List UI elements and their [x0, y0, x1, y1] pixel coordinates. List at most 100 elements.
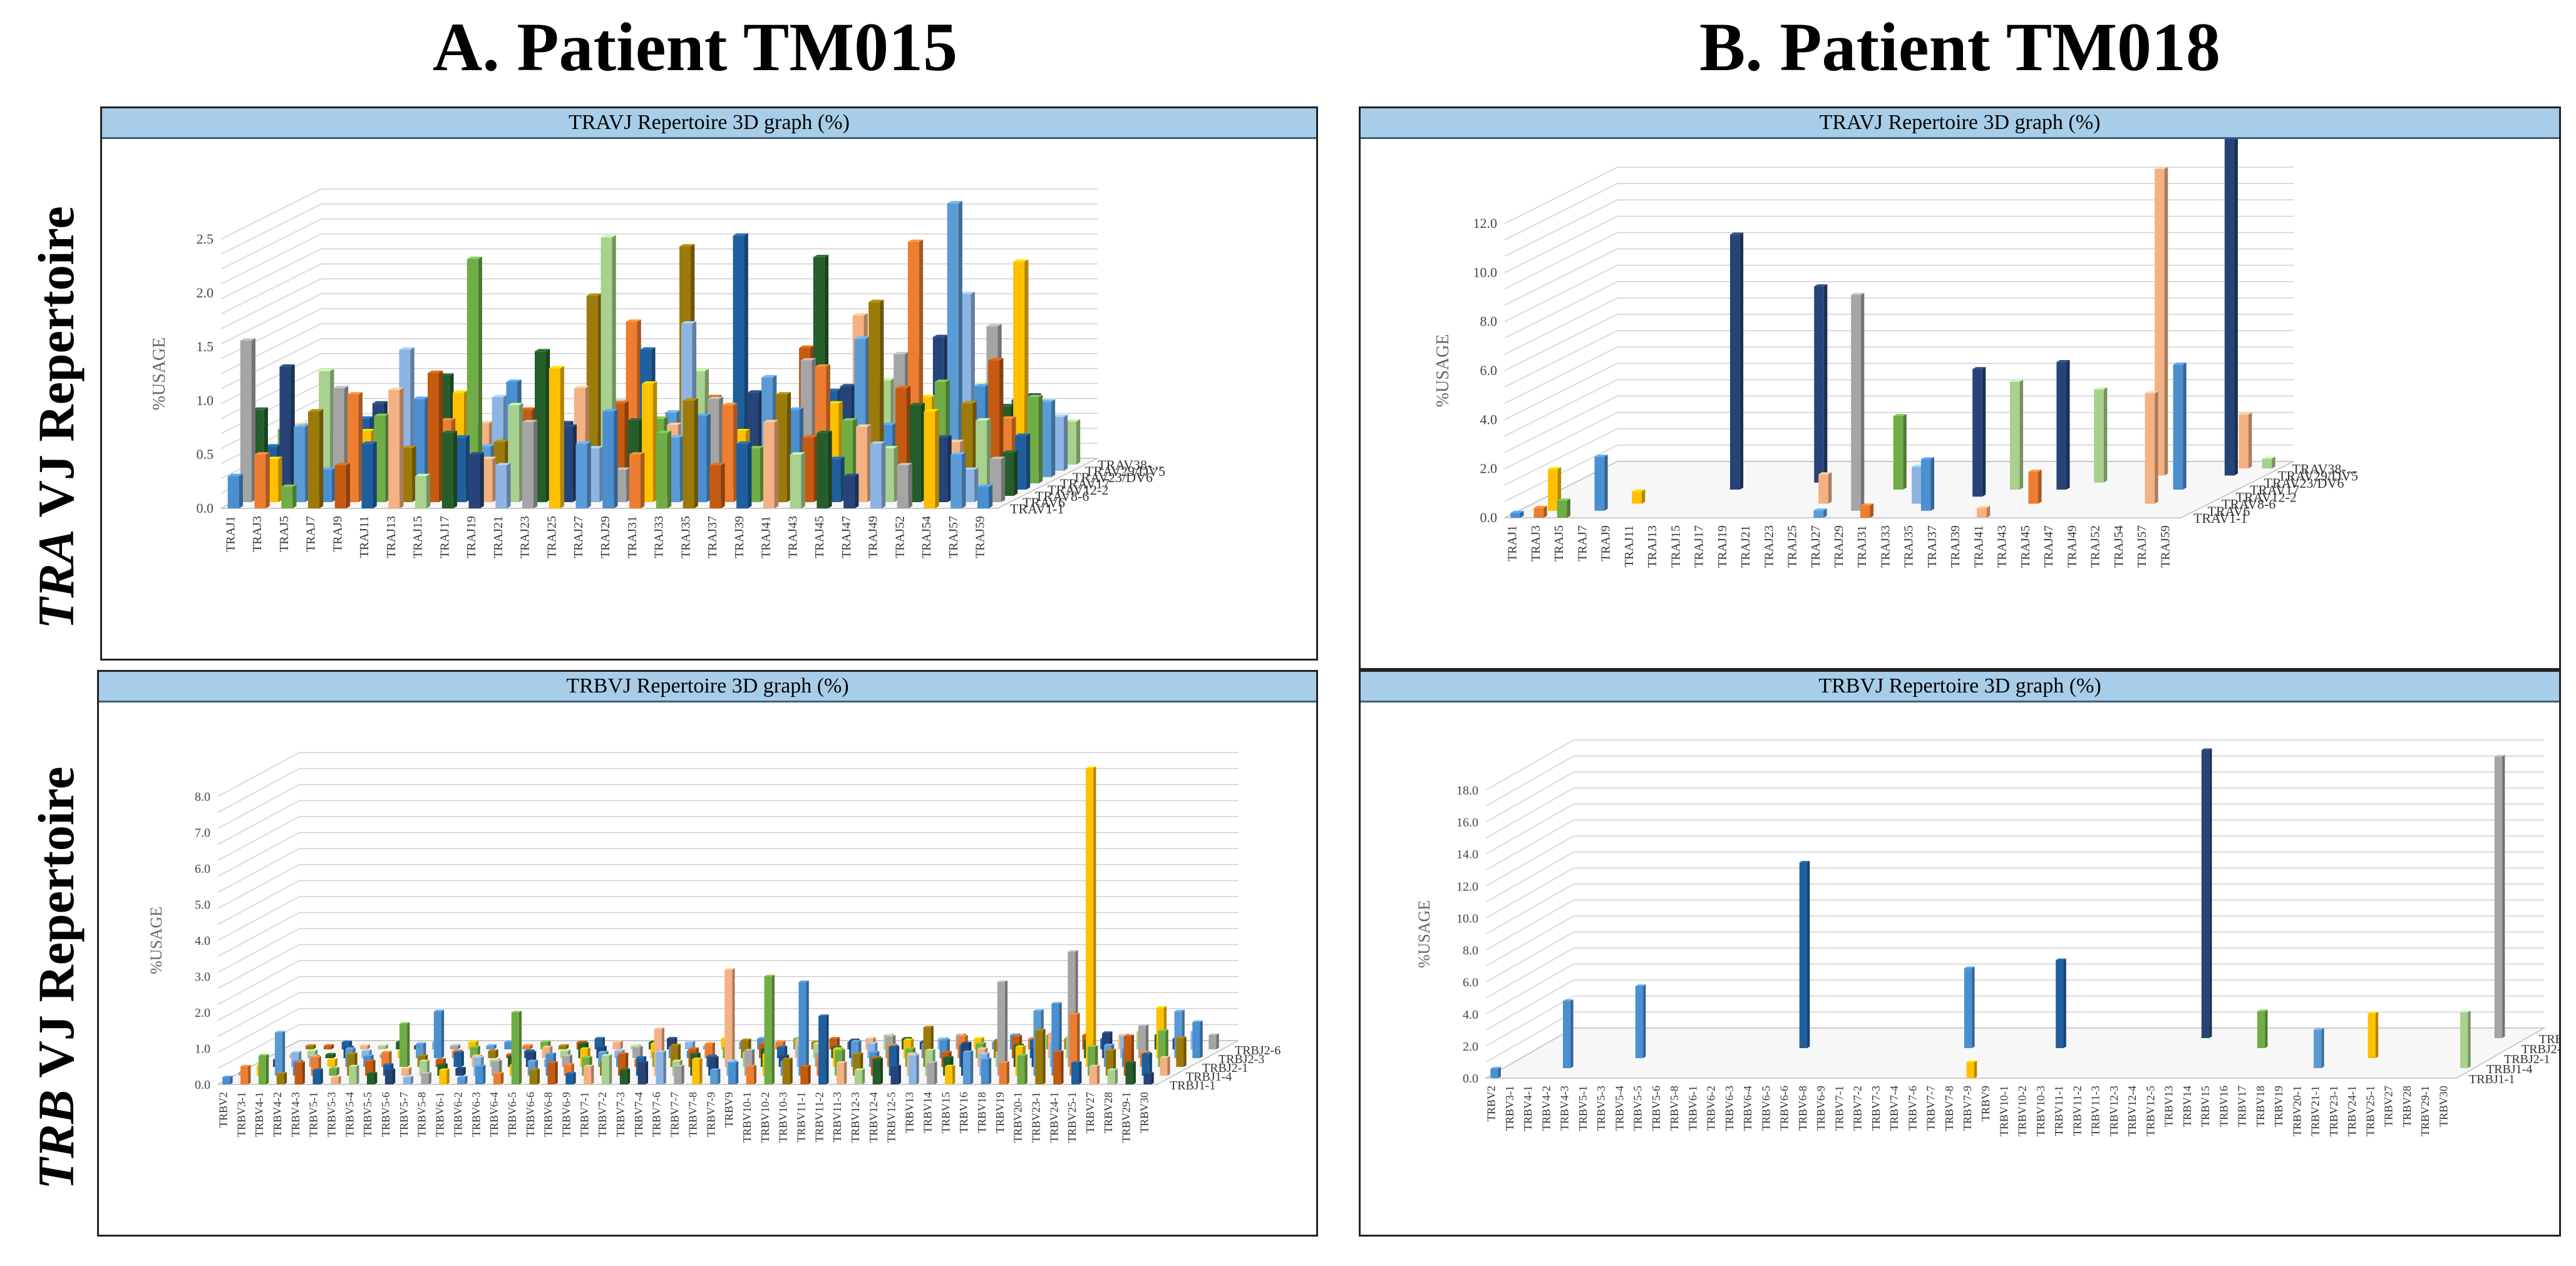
panel-tm018-tra: TRAVJ Repertoire 3D graph (%) 0.0 2.0 4.0 6… — [1359, 106, 2561, 670]
x-tick-label: TRBV7-4 — [632, 1092, 645, 1137]
bar-front — [1799, 862, 1808, 1048]
bar-front — [320, 470, 332, 502]
bar — [668, 435, 684, 502]
bar-top — [688, 1047, 699, 1049]
bar-top — [615, 467, 631, 470]
bar-side — [898, 1064, 901, 1084]
bar-front — [294, 426, 306, 502]
panel-tm018-trb: TRBVJ Repertoire 3D graph (%) 0.0 2.0 4.0 6… — [1359, 670, 2561, 1237]
row-title-tra: TRA VJ Repertoire — [27, 130, 86, 706]
bar — [2028, 470, 2042, 504]
bar-top — [709, 463, 725, 466]
gridline-side — [1485, 739, 1574, 791]
z-tick-label: TRAV23/DV6 — [2264, 475, 2344, 491]
bar — [549, 366, 565, 508]
bar-top — [492, 394, 508, 398]
bar-top — [612, 1040, 623, 1042]
y-tick-label: 5.0 — [195, 898, 210, 912]
bar-top — [989, 456, 1006, 460]
bar — [455, 1066, 466, 1076]
bar-side — [463, 1066, 466, 1076]
x-tick-label: TRAJ15 — [411, 516, 425, 558]
x-tick-label: TRBV3-1 — [1503, 1086, 1516, 1131]
bar-top — [1141, 1052, 1152, 1054]
bar-top — [470, 1046, 480, 1047]
z-axis: TRAV1-1TRAV6TRAV8-6TRAV12-2TRAV17TRAV23/… — [2193, 461, 2358, 526]
bar-front — [240, 341, 252, 502]
x-tick-label: TRBV7-2 — [596, 1092, 609, 1137]
x-tick-label: TRBV5-4 — [343, 1092, 356, 1137]
bar-front — [1533, 508, 1544, 518]
bar-top — [734, 429, 750, 431]
x-tick-label: TRBV7-3 — [614, 1092, 627, 1137]
gridline-side — [217, 880, 300, 925]
bar-top — [665, 410, 681, 413]
bar-top — [909, 403, 925, 406]
bar-front — [529, 1070, 537, 1084]
bar-top — [667, 423, 683, 425]
bar — [909, 403, 925, 502]
bar-front — [601, 1056, 610, 1084]
floor — [1484, 1027, 2546, 1079]
bar-side — [806, 980, 809, 1076]
z-tick-label: TRAV6 — [2208, 503, 2250, 519]
bar-top — [961, 1041, 972, 1044]
z-tick-label: TRBJ2-6 — [1235, 1044, 1280, 1058]
bar-top — [2239, 412, 2252, 415]
bar-side — [1570, 999, 1574, 1068]
bar — [1920, 457, 1935, 511]
bar-top — [710, 1068, 721, 1070]
bar-side — [1115, 1068, 1118, 1084]
x-tick-label: TRBV30 — [1138, 1092, 1151, 1133]
bar-top — [747, 390, 763, 393]
bar — [890, 1064, 901, 1084]
bar — [1013, 259, 1029, 477]
bar-top — [388, 388, 404, 390]
bar-side — [760, 446, 765, 502]
bar — [872, 1058, 884, 1084]
bar — [1089, 1064, 1100, 1084]
bar — [612, 1040, 623, 1049]
bar-top — [986, 324, 1002, 327]
bar-top — [1548, 466, 1562, 470]
bar-top — [617, 1052, 629, 1054]
bar — [349, 1064, 359, 1084]
bar — [1064, 419, 1081, 465]
bar-side — [330, 369, 334, 490]
bar-top — [466, 256, 483, 259]
x-tick-label: TRAJ23 — [518, 516, 532, 558]
bar-front — [728, 1063, 736, 1084]
bar — [1814, 284, 1828, 483]
x-tick-label: TRBV2 — [217, 1092, 229, 1128]
bar — [1086, 766, 1096, 1067]
x-tick-label: TRBV10-3 — [777, 1092, 790, 1143]
gridline-side — [220, 248, 322, 300]
bar-top — [347, 392, 363, 394]
bar-front — [947, 203, 959, 483]
bar — [829, 456, 845, 502]
bar-front — [258, 1056, 267, 1084]
bar-front — [361, 1051, 369, 1058]
bar-top — [311, 1056, 321, 1058]
panel-tm015-trb: TRBVJ Repertoire 3D graph (%) 0.0 1.0 2.0 3… — [97, 670, 1318, 1237]
y-tick-label: 3.0 — [195, 970, 210, 984]
gridline-side — [1504, 199, 1618, 257]
bar-top — [656, 1050, 666, 1052]
x-tick-label: TRBV6-3 — [470, 1092, 482, 1137]
bar-side — [346, 463, 350, 508]
bar-front — [421, 1073, 429, 1084]
x-tick-label: TRAJ11 — [358, 516, 371, 558]
bar-top — [493, 440, 509, 442]
bar-side — [880, 1058, 884, 1084]
bar-top — [292, 1059, 304, 1061]
bar-top — [836, 1061, 847, 1063]
bar-side — [519, 403, 523, 502]
x-tick-label: TRAJ43 — [786, 516, 800, 558]
bar-top — [842, 418, 857, 421]
y-tick-label: 8.0 — [195, 790, 210, 804]
bar-front — [1035, 1030, 1043, 1084]
bar-top — [1027, 394, 1043, 398]
bar-side — [587, 441, 591, 508]
bar — [421, 1072, 431, 1084]
bar-top — [558, 1044, 569, 1046]
